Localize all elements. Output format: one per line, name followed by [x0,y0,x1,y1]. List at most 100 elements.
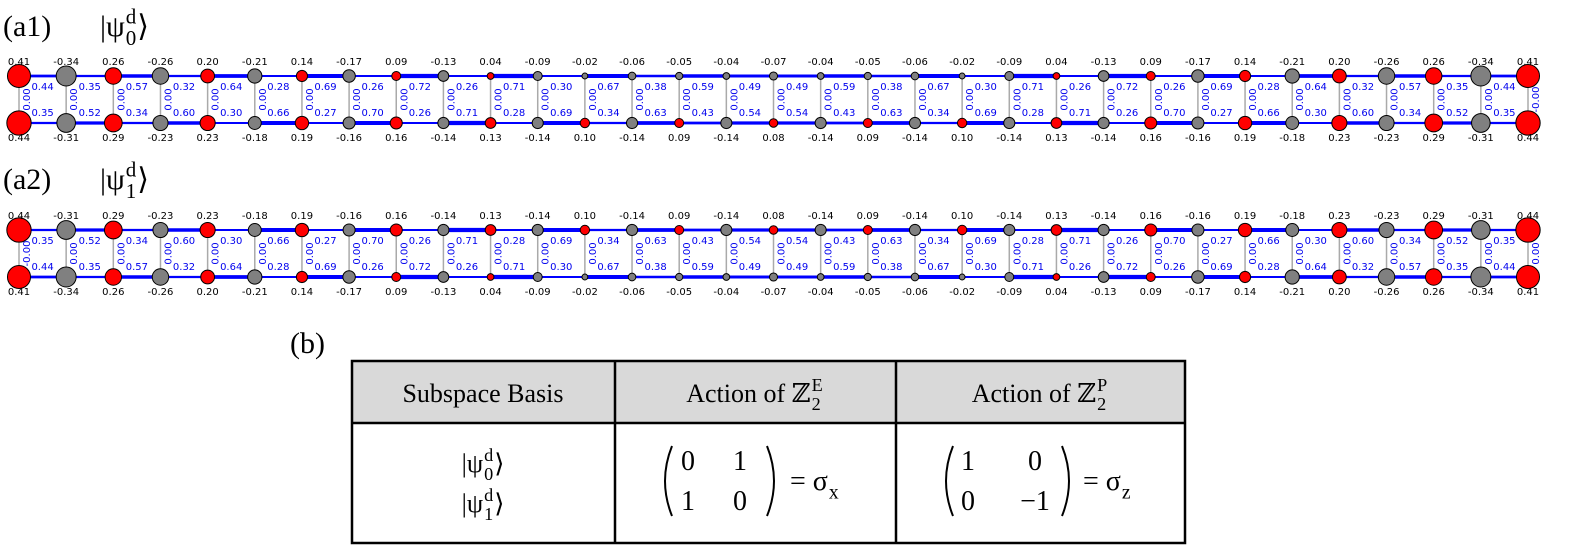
bond-label: 0.34 [126,236,148,247]
site [579,224,591,236]
bond-label: 0.26 [362,262,384,273]
site-label: 0.09 [857,211,879,222]
site-label: -0.06 [619,57,645,68]
bond-label: 0.52 [79,236,101,247]
bond-label: 0.30 [1305,236,1327,247]
site [814,116,827,130]
math-text: |ψ d1 ⟩ [100,157,149,203]
site [151,268,170,286]
site-label: 0.08 [762,211,784,222]
site [200,68,216,84]
site-label: -0.23 [1374,211,1400,222]
rung-label: 0.00 [1248,88,1259,110]
bond-label: 0.28 [267,82,289,93]
rung-label: 0.00 [305,88,316,110]
bond-label: 0.54 [786,236,808,247]
rung-label: 0.00 [163,88,174,110]
bond-label: 0.28 [1022,236,1044,247]
bond-label: 0.35 [1446,82,1468,93]
site [295,69,309,83]
site [104,67,123,85]
site-label: 0.23 [1328,211,1350,222]
site [152,221,169,239]
bond-label: 0.63 [644,236,666,247]
site [199,221,216,239]
bond-label: 0.28 [1258,82,1280,93]
site-label: 0.04 [1045,287,1067,298]
bond-label: 0.60 [173,236,195,247]
bond-label: 0.54 [739,236,761,247]
bond-label: 0.34 [1399,236,1421,247]
site [722,273,731,281]
site-label: 0.29 [102,133,124,144]
site-label: -0.04 [808,57,834,68]
bond-label: 0.71 [456,236,478,247]
site-label: 0.23 [1328,133,1350,144]
site [342,116,356,130]
site [625,116,639,130]
site [722,72,731,80]
site-label: -0.14 [808,211,834,222]
math-main: = σ [1083,466,1121,497]
rung-label: 0.00 [1484,88,1495,110]
site [1424,268,1443,286]
bond-label: 0.30 [550,262,572,273]
site [1331,269,1347,285]
site-label: -0.09 [996,287,1022,298]
site-label: -0.23 [148,133,174,144]
bond-label: 0.69 [314,262,336,273]
site [1097,271,1110,283]
math-text: |ψ d0 ⟩ [462,445,505,484]
bond-label: 0.71 [1022,262,1044,273]
bond-label: 0.26 [1163,262,1185,273]
rung-label: 0.00 [777,88,788,110]
rung-label: 0.00 [1012,242,1023,264]
bond-label: 0.26 [456,82,478,93]
site [1515,63,1541,89]
math-sup: P [1097,375,1107,395]
math-close: ⟩ [494,489,504,518]
site [1377,67,1396,85]
site-label: -0.05 [666,287,692,298]
site [437,271,450,283]
site-label: 0.20 [1328,57,1350,68]
rung-label: 0.00 [1295,242,1306,264]
site-label: -0.16 [336,211,362,222]
site [56,113,76,133]
rung-label: 0.00 [352,242,363,264]
site [1237,115,1253,131]
bond-label: 0.67 [597,82,619,93]
bond-label: 0.35 [31,108,53,119]
bond-label: 0.70 [1163,108,1185,119]
bond-label: 0.44 [31,262,53,273]
site [1004,71,1015,81]
math-close: ⟩ [137,10,149,43]
rung-label: 0.00 [1484,242,1495,264]
rung-label: 0.00 [918,242,929,264]
site [152,114,169,132]
math-close: ⟩ [494,449,504,478]
site-label: 0.13 [479,211,501,222]
site [1191,69,1205,83]
site-label: -0.14 [713,211,739,222]
site [768,118,779,128]
bond-label: 0.34 [126,108,148,119]
site-label: -0.14 [1091,211,1117,222]
site [956,224,968,236]
site [1378,221,1395,239]
rung-label: 0.00 [1201,242,1212,264]
site-label: 0.08 [762,133,784,144]
bond-label: 0.64 [220,262,242,273]
site-label: 0.09 [857,133,879,144]
site-label: 0.09 [385,287,407,298]
site [1191,116,1205,130]
bond-label: 0.54 [739,108,761,119]
bond-label: 0.35 [1493,108,1515,119]
site-label: -0.06 [902,287,928,298]
bond-label: 0.35 [79,82,101,93]
rung-label: 0.00 [1390,242,1401,264]
site-label: -0.05 [855,57,881,68]
bond-label: 0.71 [1022,82,1044,93]
site-label: 0.26 [1423,287,1445,298]
